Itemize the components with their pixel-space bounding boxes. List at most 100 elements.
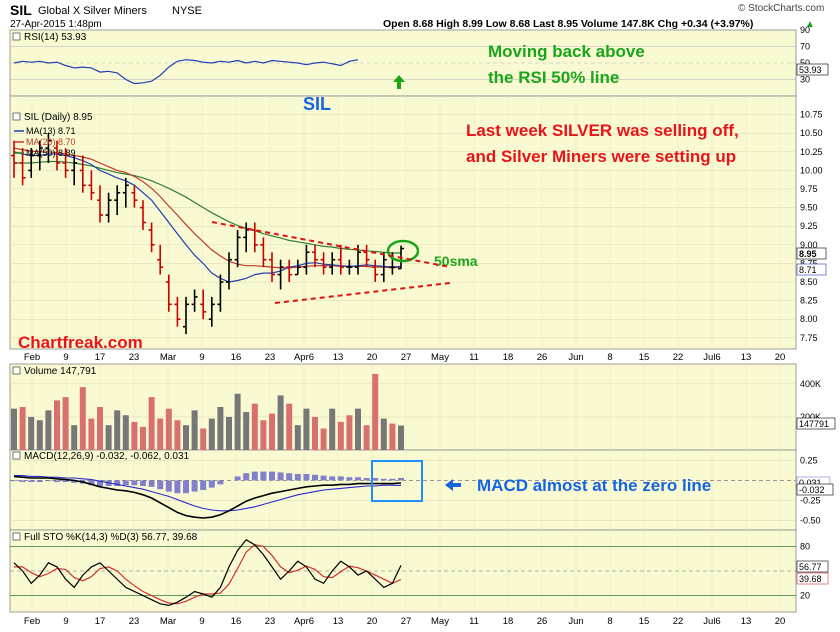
date-tick-label: 22	[673, 352, 684, 363]
macd-histogram-bar	[122, 480, 129, 486]
rsi-title: RSI(14) 53.93	[12, 32, 87, 43]
macd-histogram-bar	[28, 480, 35, 482]
macd-histogram-bar	[346, 477, 353, 481]
macd-title: MACD(12,26,9) -0.032, -0.062, 0.031	[12, 451, 190, 462]
stoch-k-line	[13, 539, 402, 607]
macd-histogram-bar	[329, 476, 336, 481]
price-tick-label: 9.75	[800, 184, 818, 194]
date-tick-label: 16	[231, 352, 242, 363]
date-tick-label: Jun	[568, 616, 583, 627]
volume-bar	[183, 425, 189, 450]
date-tick-label: Apr6	[294, 352, 314, 363]
date-tick-label: Jul6	[703, 352, 720, 363]
date-tick-label: 8	[607, 352, 612, 363]
volume-bar	[62, 397, 69, 450]
macd-histogram-bar	[337, 476, 344, 481]
price-bar	[337, 244, 344, 275]
macd-tick-label: -0.50	[800, 515, 821, 525]
date-tick-label: 16	[231, 616, 242, 627]
macd-histogram-bar	[217, 480, 224, 485]
macd-tick-label: -0.25	[800, 495, 821, 505]
stoch-d-line	[14, 544, 402, 605]
volume-bar	[11, 408, 17, 450]
price-bar	[97, 185, 103, 223]
price-tick-label: 10.75	[800, 110, 823, 120]
macd-histogram-bar	[269, 471, 275, 481]
date-tick-label: Feb	[24, 352, 40, 363]
price-tick-label: 7.75	[800, 333, 818, 343]
data-marks	[11, 59, 404, 607]
price-bar	[11, 140, 17, 178]
rsi-tick-label: 70	[800, 42, 810, 52]
price-last-tag	[796, 247, 827, 260]
volume-bar	[165, 408, 172, 450]
volume-title-text: Volume 147,791	[24, 366, 97, 377]
volume-bar	[398, 425, 404, 450]
date-tick-label: 15	[639, 616, 650, 627]
date-tick-label: 13	[741, 352, 752, 363]
price-bar	[329, 252, 336, 275]
price-tick-label: 10.25	[800, 147, 823, 157]
date-tick-label: 9	[63, 352, 68, 363]
macd-line	[13, 475, 402, 519]
stoch-d-tag	[796, 572, 829, 585]
price-tick-label: 8.25	[800, 296, 818, 306]
macd-histogram-bar	[140, 480, 146, 486]
price-bar	[114, 185, 121, 216]
volume-bar	[88, 418, 95, 450]
price-bar	[122, 177, 129, 208]
volume-bar	[226, 416, 232, 450]
volume-bar	[200, 428, 207, 450]
date-tick-label: 27	[401, 616, 412, 627]
volume-bar	[380, 418, 387, 450]
sil-label: SIL	[303, 94, 331, 114]
ma20-legend: MA(20) 8.70	[26, 137, 76, 147]
volume-bar	[97, 407, 103, 450]
volume-bar	[140, 426, 146, 450]
volume-bar	[105, 425, 112, 450]
macd-histogram-bar	[114, 480, 121, 486]
macd-histogram-bar	[71, 480, 78, 483]
volume-value-tag-text: 147791	[799, 419, 829, 429]
date-tick-label: 8	[607, 616, 612, 627]
date-tick-label: 23	[265, 352, 276, 363]
price-panel	[9, 95, 797, 350]
rsi-line	[13, 59, 359, 85]
price-bar	[183, 296, 189, 335]
macd-histogram-bar	[131, 480, 138, 486]
sma-label: 50sma	[434, 253, 478, 269]
macd-histogram-bar	[165, 480, 172, 492]
volume-bar	[312, 416, 318, 450]
price-bar	[294, 259, 301, 276]
macd-title-text: MACD(12,26,9) -0.032, -0.062, 0.031	[24, 451, 190, 462]
price-bar	[286, 259, 293, 283]
quote-up-triangle: ▲	[805, 19, 815, 30]
value-tags: 53.93 8.95 8.71 147791 0.031 -0.032 56.7…	[796, 63, 836, 585]
volume-bar	[45, 410, 52, 450]
rsi-tick-label: 30	[800, 75, 810, 85]
macd-histogram-bar	[380, 478, 387, 481]
volume-tick-label: 200K	[800, 412, 821, 422]
price-bar	[226, 252, 232, 290]
volume-bar	[234, 393, 241, 450]
price-bar	[140, 200, 146, 230]
macd-highlight-box	[371, 460, 423, 502]
macd-histogram-bar	[97, 480, 103, 486]
price-last-tag-text: 8.95	[799, 249, 817, 259]
volume-bar	[122, 415, 129, 450]
price-tick-label: 8.75	[800, 258, 818, 268]
date-tick-label: May	[431, 616, 449, 627]
price-bar	[372, 259, 379, 283]
date-tick-label: 27	[401, 352, 412, 363]
price-bar	[191, 289, 198, 312]
price-bar	[277, 259, 284, 290]
green-up-arrow	[393, 75, 405, 89]
date-tick-label: Apr6	[294, 616, 314, 627]
exchange-label: NYSE	[172, 5, 202, 17]
date-tick-label: 17	[95, 616, 106, 627]
macd-histogram-bar	[398, 477, 404, 481]
macd-histogram-bar	[389, 478, 396, 481]
date-tick-label: May	[431, 352, 449, 363]
upper-trendline	[211, 221, 451, 268]
price-bar	[54, 140, 60, 171]
